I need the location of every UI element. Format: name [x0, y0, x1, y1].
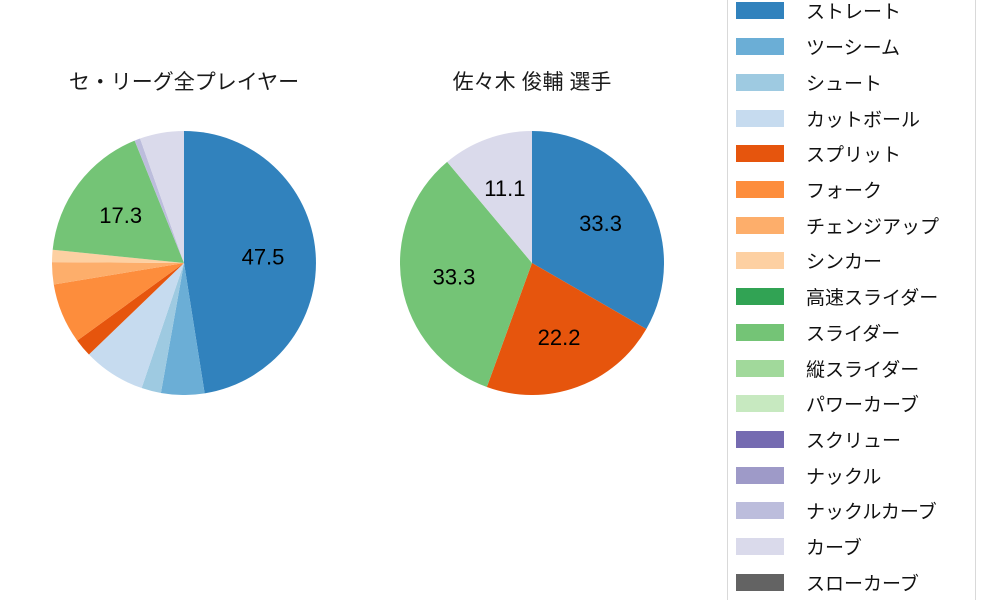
legend-swatch-icon: [736, 395, 784, 413]
pie-slice-ツーシーム[interactable]: [160, 263, 205, 395]
legend-item-フォーク[interactable]: フォーク: [728, 172, 975, 208]
pie-slice-value-label: 47.5: [242, 244, 285, 269]
pie-slice-フォーク[interactable]: [53, 263, 185, 341]
pie-slice-スプリット[interactable]: [486, 263, 647, 395]
legend-swatch-icon: [736, 38, 784, 56]
pie-slice-value-label: 17.3: [99, 203, 142, 228]
pie-slice-スライダー[interactable]: [400, 161, 532, 388]
legend-item-label: ツーシーム: [806, 38, 901, 60]
legend-item-label: パワーカーブ: [806, 395, 919, 417]
legend-swatch-icon: [736, 216, 784, 234]
legend-item-パワーカーブ[interactable]: パワーカーブ: [728, 386, 975, 422]
legend-swatch-icon: [736, 145, 784, 163]
legend-swatch-icon: [736, 323, 784, 341]
legend-item-label: フォーク: [806, 180, 883, 202]
legend-swatch-icon: [736, 109, 784, 127]
legend-item-ナックル[interactable]: ナックル: [728, 457, 975, 493]
legend-item-label: ナックル: [806, 466, 882, 488]
legend-item-スクリュー[interactable]: スクリュー: [728, 422, 975, 458]
legend-item-縦スライダー[interactable]: 縦スライダー: [728, 350, 975, 386]
pie-slice-カーブ[interactable]: [447, 131, 532, 263]
legend: ストレートツーシームシュートカットボール スプリットフォークチェンジアップ シンカー…: [727, 0, 976, 600]
pie-slice-ナックルカーブ[interactable]: [134, 138, 184, 263]
pie-slice-value-label: 33.3: [579, 211, 622, 236]
pie-title-league: セ・リーグ全プレイヤー: [68, 71, 300, 94]
legend-item-label: ナックルカーブ: [806, 502, 937, 524]
legend-item-label: スプリット: [806, 145, 902, 167]
legend-swatch-icon: [736, 502, 784, 520]
legend-item-シュート[interactable]: シュート: [728, 64, 975, 100]
legend-item-カットボール[interactable]: カットボール: [728, 100, 975, 136]
legend-swatch-icon: [736, 288, 784, 306]
legend-item-スローカーブ[interactable]: スローカーブ: [728, 565, 975, 600]
pie-title-player: 佐々木 俊輔 選手: [452, 71, 612, 94]
pie-slice-ストレート[interactable]: [532, 131, 664, 329]
legend-item-シンカー[interactable]: シンカー: [728, 243, 975, 279]
legend-item-label: 縦スライダー: [806, 359, 920, 381]
legend-item-label: シュート: [806, 73, 883, 95]
legend-swatch-icon: [736, 466, 784, 484]
legend-item-高速スライダー[interactable]: 高速スライダー: [728, 279, 975, 315]
legend-item-ツーシーム[interactable]: ツーシーム: [728, 29, 975, 65]
legend-swatch-icon: [736, 359, 784, 377]
pie-slice-シンカー[interactable]: [52, 249, 184, 263]
legend-item-label: カーブ: [806, 538, 862, 560]
legend-item-ナックルカーブ[interactable]: ナックルカーブ: [728, 493, 975, 529]
legend-item-カーブ[interactable]: カーブ: [728, 529, 975, 565]
pie-slice-スプリット[interactable]: [77, 263, 184, 355]
legend-item-スライダー[interactable]: スライダー: [728, 314, 975, 350]
pie-slice-チェンジアップ[interactable]: [52, 262, 184, 285]
legend-item-label: チェンジアップ: [806, 216, 940, 238]
pie-chart-league: 47.5 17.3: [52, 131, 316, 395]
legend-item-label: スライダー: [806, 323, 901, 345]
legend-item-label: ストレート: [806, 2, 902, 24]
pie-slice-value-label: 22.2: [538, 325, 581, 350]
pie-slice-カットボール[interactable]: [88, 263, 184, 389]
legend-item-label: スローカーブ: [806, 573, 919, 595]
pie-slice-スライダー[interactable]: [52, 140, 184, 263]
legend-item-label: スクリュー: [806, 430, 902, 452]
legend-swatch-icon: [736, 2, 784, 20]
legend-swatch-icon: [736, 538, 784, 556]
legend-swatch-icon: [736, 252, 784, 270]
legend-item-ストレート[interactable]: ストレート: [728, 0, 975, 29]
legend-swatch-icon: [736, 430, 784, 448]
legend-swatch-icon: [736, 573, 784, 591]
pie-slice-value-label: 33.3: [433, 264, 476, 289]
legend-item-label: 高速スライダー: [806, 288, 939, 310]
legend-item-label: カットボール: [806, 109, 921, 131]
legend-swatch-icon: [736, 180, 784, 198]
legend-item-スプリット[interactable]: スプリット: [728, 136, 975, 172]
pie-slice-シュート[interactable]: [141, 263, 184, 393]
pie-chart-player: 33.3 22.2 33.3 11.1: [400, 131, 664, 395]
legend-swatch-icon: [736, 73, 784, 91]
pie-slice-ストレート[interactable]: [184, 131, 316, 394]
pie-slice-カーブ[interactable]: [140, 131, 184, 263]
pie-slice-value-label: 11.1: [484, 176, 525, 201]
legend-item-チェンジアップ[interactable]: チェンジアップ: [728, 207, 975, 243]
legend-item-label: シンカー: [806, 252, 883, 274]
